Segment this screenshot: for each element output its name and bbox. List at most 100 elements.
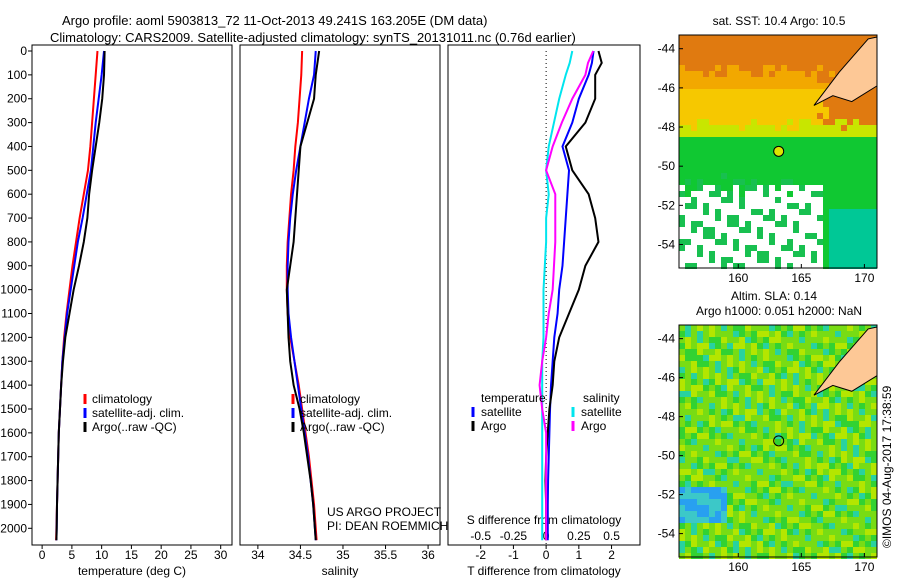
map-cell — [739, 427, 745, 433]
map-cell — [745, 119, 751, 125]
map-cell — [841, 337, 847, 343]
map-cell — [679, 499, 685, 505]
map-cell — [799, 499, 805, 505]
map-cell — [763, 361, 769, 367]
map-cell — [751, 421, 757, 427]
map-cell — [841, 541, 847, 547]
map-cell — [853, 125, 859, 131]
map-cell — [715, 457, 721, 463]
map-cell — [769, 59, 775, 65]
map-cell — [685, 215, 691, 221]
map-cell — [811, 475, 817, 481]
map-cell — [811, 487, 817, 493]
map-cell — [715, 59, 721, 65]
map-cell — [871, 379, 877, 385]
map-cell — [829, 101, 835, 107]
map-cell — [769, 445, 775, 451]
map-cell — [769, 355, 775, 361]
map-cell — [709, 233, 715, 239]
map-cell — [763, 257, 769, 263]
map-cell — [691, 263, 697, 269]
map-cell — [679, 131, 685, 137]
map-cell — [859, 529, 865, 535]
map-cell — [793, 553, 799, 559]
map-cell — [817, 553, 823, 559]
map-cell — [697, 325, 703, 331]
map-cell — [841, 349, 847, 355]
map-cell — [745, 221, 751, 227]
map-cell — [775, 355, 781, 361]
map-cell — [847, 439, 853, 445]
map-cell — [823, 161, 829, 167]
map-cell — [727, 161, 733, 167]
map-cell — [679, 119, 685, 125]
map-cell — [757, 89, 763, 95]
map-cell — [751, 125, 757, 131]
map-cell — [691, 257, 697, 263]
map-cell — [865, 487, 871, 493]
map-cell — [811, 349, 817, 355]
map-cell — [853, 493, 859, 499]
map-cell — [835, 445, 841, 451]
map-cell — [847, 529, 853, 535]
map-cell — [715, 487, 721, 493]
map-cell — [859, 475, 865, 481]
map-cell — [691, 173, 697, 179]
map-cell — [781, 421, 787, 427]
map-cell — [859, 403, 865, 409]
map-cell — [817, 197, 823, 203]
map-cell — [835, 143, 841, 149]
map-cell — [871, 475, 877, 481]
map-cell — [793, 433, 799, 439]
map-cell — [751, 337, 757, 343]
map-cell — [727, 125, 733, 131]
map-cell — [685, 221, 691, 227]
map-cell — [727, 325, 733, 331]
map-cell — [835, 251, 841, 257]
map-cell — [679, 149, 685, 155]
map-cell — [805, 535, 811, 541]
map-cell — [805, 173, 811, 179]
map-cell — [757, 475, 763, 481]
map-cell — [727, 185, 733, 191]
map-cell — [781, 505, 787, 511]
map-cell — [751, 131, 757, 137]
map-cell — [781, 185, 787, 191]
map-cell — [847, 505, 853, 511]
map-cell — [679, 487, 685, 493]
map-cell — [781, 221, 787, 227]
map-cell — [853, 227, 859, 233]
panel-frame — [447, 44, 641, 546]
map-cell — [751, 535, 757, 541]
map-cell — [685, 179, 691, 185]
map-cell — [811, 343, 817, 349]
map-cell — [835, 239, 841, 245]
map-cell — [787, 53, 793, 59]
map-cell — [787, 215, 793, 221]
map-cell — [853, 191, 859, 197]
map-cell — [727, 113, 733, 119]
y-tick-label: 0 — [20, 44, 27, 58]
map-cell — [835, 149, 841, 155]
map-cell — [787, 59, 793, 65]
map-cell — [745, 421, 751, 427]
map-cell — [865, 197, 871, 203]
map-cell — [763, 53, 769, 59]
map-cell — [871, 227, 877, 233]
map-cell — [841, 173, 847, 179]
map-cell — [841, 415, 847, 421]
map-cell — [709, 499, 715, 505]
map-cell — [703, 499, 709, 505]
map-cell — [721, 337, 727, 343]
map-cell — [739, 451, 745, 457]
map-cell — [715, 35, 721, 41]
map-cell — [853, 161, 859, 167]
map-cell — [787, 445, 793, 451]
map-cell — [733, 457, 739, 463]
map-cell — [841, 125, 847, 131]
map-cell — [751, 83, 757, 89]
map-cell — [793, 137, 799, 143]
map-cell — [841, 493, 847, 499]
map-cell — [745, 385, 751, 391]
